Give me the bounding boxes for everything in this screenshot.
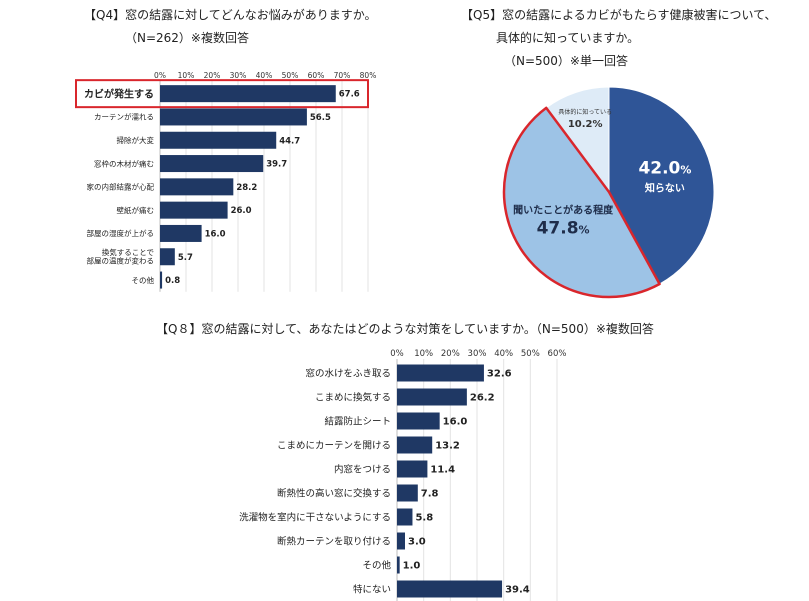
q8-tick-label: 60%: [548, 349, 567, 359]
q4-tick-label: 30%: [230, 71, 247, 80]
q4-value-label: 16.0: [205, 230, 226, 240]
q4-category-label: カーテンが濡れる: [94, 112, 154, 122]
q4-bar: [160, 248, 175, 266]
q4-title-line2: （N=262）※複数回答: [125, 31, 249, 45]
q4-category-label: 換気することで: [102, 247, 154, 257]
q8-tick-label: 20%: [441, 349, 460, 359]
q8-category-label: こまめにカーテンを開ける: [277, 440, 391, 451]
q8-tick-label: 0%: [390, 349, 404, 359]
q8-value-label: 32.6: [487, 369, 512, 380]
q4-bar: [160, 131, 277, 149]
q4-value-label: 44.7: [279, 136, 300, 146]
q4-bar: [160, 201, 228, 219]
q8-bar-chart: 0% 10% 20% 30% 40% 50% 60% 窓の水けをふき取る 32.6 こまめに換気す…: [239, 349, 567, 601]
q4-bar: [160, 178, 234, 196]
q5-value-label: 42.0%: [638, 159, 691, 179]
q4-value-label: 0.8: [165, 276, 180, 286]
q8-bar: [397, 580, 503, 598]
q4-tick-label: 20%: [204, 71, 221, 80]
q4-value-label: 56.5: [310, 113, 331, 123]
q4-tick-label: 60%: [308, 71, 325, 80]
q8-bar: [397, 364, 484, 382]
q8-value-label: 39.4: [505, 585, 530, 596]
q4-bar-chart: 0% 10% 20% 30% 40% 50% 60% 70% 80% カビが発生する 67.6 カーテ…: [75, 71, 377, 292]
q4-tick-label: 40%: [256, 71, 273, 80]
q8-bar: [397, 484, 418, 502]
q4-category-label: その他: [132, 275, 155, 285]
q5-title-line2: 具体的に知っていますか。: [496, 31, 640, 45]
q4-tick-label: 0%: [154, 71, 166, 80]
q8-category-label: その他: [362, 559, 391, 571]
q8-title: 【Q８】窓の結露に対して、あなたはどのような対策をしていますか。（N=500）※…: [156, 322, 654, 336]
q5-slice-label: 知らない: [644, 182, 685, 195]
q4-tick-label: 10%: [178, 71, 195, 80]
q5-highlight-outline: [502, 106, 661, 299]
q8-tick-label: 40%: [494, 349, 513, 359]
q4-bar: [160, 271, 163, 289]
q8-bar: [397, 556, 400, 574]
q4-bar: [160, 108, 307, 126]
q4-tick-label: 70%: [334, 71, 351, 80]
q8-tick-label: 30%: [468, 349, 487, 359]
q8-tick-label: 10%: [414, 349, 433, 359]
q4-category-label: カビが発生する: [84, 87, 154, 100]
q5-title-line3: （N=500）※単一回答: [504, 54, 628, 68]
q8-value-label: 3.0: [408, 537, 426, 548]
q8-bar: [397, 388, 467, 406]
q4-title-line1: 【Q4】窓の結露に対してどんなお悩みがありますか。: [84, 8, 377, 22]
q5-pie-slice: [608, 86, 715, 285]
q8-value-label: 13.2: [435, 441, 460, 452]
q4-value-label: 67.6: [339, 90, 360, 100]
q4-category-label: 窓枠の木材が痛む: [94, 158, 154, 168]
q8-category-label: こまめに換気する: [315, 391, 391, 403]
q8-value-label: 16.0: [443, 417, 468, 428]
q5-slice-label: 具体的に知っている: [558, 108, 612, 116]
q5-value-label: 10.2%: [568, 119, 603, 130]
q4-highlight-box: [75, 79, 369, 109]
q8-category-label: 結露防止シート: [324, 415, 391, 427]
q4-category-label: 部屋の温度が変わる: [87, 256, 155, 266]
q8-bar: [397, 508, 413, 526]
q8-value-label: 1.0: [403, 561, 421, 572]
q8-value-label: 5.8: [415, 513, 433, 524]
q8-category-label: 特にない: [353, 583, 391, 595]
q4-value-label: 5.7: [178, 253, 193, 263]
q4-category-label: 部屋の湿度が上がる: [87, 228, 155, 238]
q4-tick-label: 50%: [282, 71, 299, 80]
q4-bar: [160, 155, 264, 173]
q8-value-label: 11.4: [430, 465, 455, 476]
q4-category-label: 掃除が大変: [117, 135, 155, 145]
q8-bar: [397, 532, 405, 550]
q8-bar: [397, 412, 440, 430]
q5-value-label: 47.8%: [537, 219, 590, 239]
q8-value-label: 7.8: [421, 489, 439, 500]
q4-category-label: 家の内部結露が心配: [87, 182, 155, 192]
q4-bar: [160, 85, 336, 103]
q8-tick-label: 50%: [521, 349, 540, 359]
q4-category-label: 壁紙が痛む: [117, 205, 155, 215]
q8-category-label: 断熱性の高い窓に交換する: [277, 487, 391, 499]
q4-value-label: 26.0: [231, 206, 252, 216]
q4-value-label: 28.2: [236, 183, 257, 193]
q4-tick-label: 80%: [360, 71, 377, 80]
q8-category-label: 洗濯物を室内に干さないようにする: [239, 511, 391, 523]
q8-bar: [397, 460, 428, 478]
q5-slice-label: 聞いたことがある程度: [513, 204, 614, 217]
q8-value-label: 26.2: [470, 393, 495, 404]
q8-bar: [397, 436, 433, 454]
q4-value-label: 39.7: [266, 160, 287, 170]
q5-title-line1: 【Q5】窓の結露によるカビがもたらす健康被害について、: [461, 8, 777, 22]
q8-category-label: 断熱カーテンを取り付ける: [277, 535, 391, 547]
q8-category-label: 内窓をつける: [334, 463, 391, 475]
q4-bar: [160, 224, 202, 242]
q8-category-label: 窓の水けをふき取る: [305, 367, 391, 379]
